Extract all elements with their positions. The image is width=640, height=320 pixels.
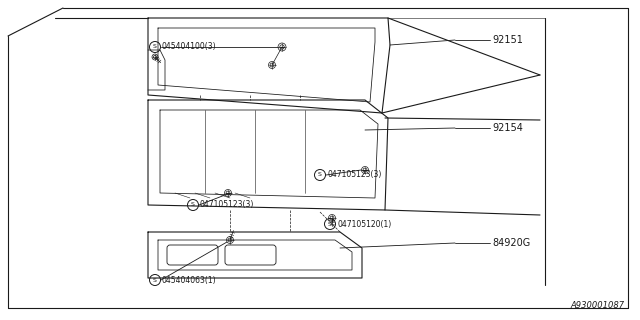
- Text: S: S: [318, 172, 322, 178]
- Text: 92151: 92151: [492, 35, 523, 45]
- Text: 047105120(1): 047105120(1): [337, 220, 391, 228]
- Text: S: S: [191, 203, 195, 207]
- Text: 047105123(3): 047105123(3): [327, 171, 381, 180]
- Text: 045404100(3): 045404100(3): [162, 43, 216, 52]
- Text: 047105123(3): 047105123(3): [200, 201, 254, 210]
- Text: S: S: [153, 44, 157, 50]
- Text: S: S: [153, 277, 157, 283]
- Text: 84920G: 84920G: [492, 238, 531, 248]
- Text: A930001087: A930001087: [571, 301, 625, 310]
- Text: 045404063(1): 045404063(1): [162, 276, 216, 284]
- Text: S: S: [328, 221, 332, 227]
- Text: 92154: 92154: [492, 123, 523, 133]
